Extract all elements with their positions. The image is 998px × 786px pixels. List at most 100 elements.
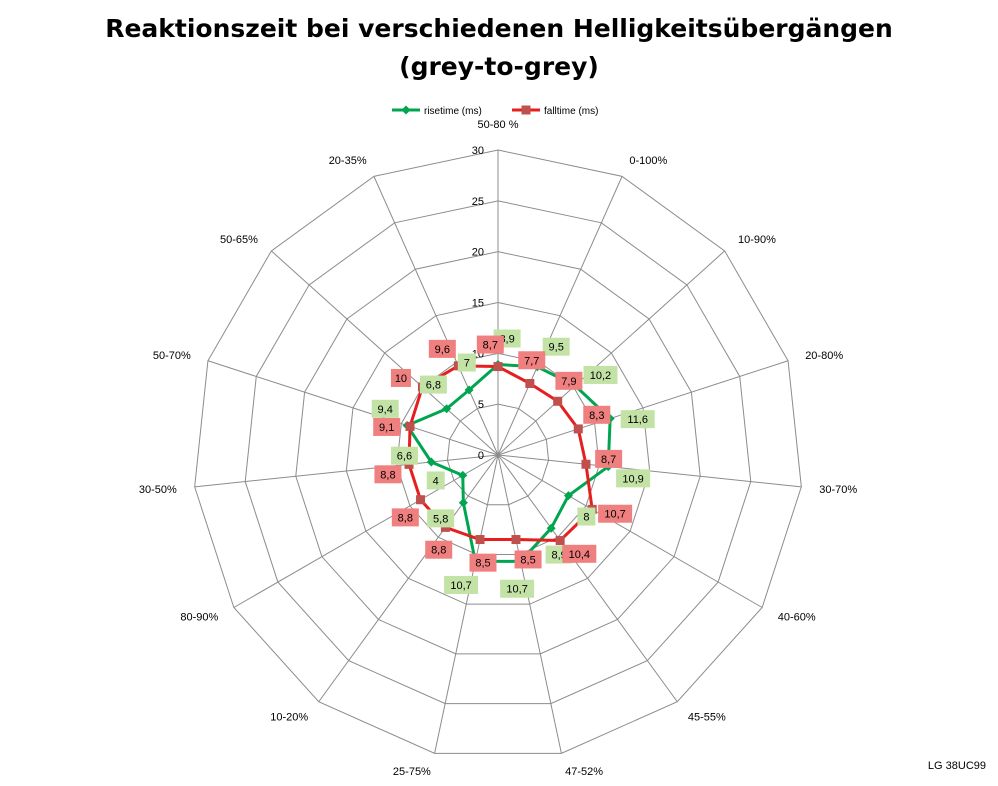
data-label-text: 10,2 bbox=[590, 370, 611, 382]
radial-tick-label: 20 bbox=[472, 247, 484, 259]
risetime-data-label: 10,9 bbox=[616, 469, 651, 488]
category-label: 80-90% bbox=[180, 612, 218, 624]
data-point bbox=[416, 495, 426, 505]
series-line bbox=[407, 364, 594, 543]
data-label-text: 7,7 bbox=[524, 355, 539, 367]
grid-spoke bbox=[373, 176, 499, 456]
falltime-data-label: 8,8 bbox=[391, 508, 419, 527]
data-label-text: 10,4 bbox=[569, 549, 590, 561]
category-label: 50-70% bbox=[153, 350, 191, 362]
data-label-text: 4 bbox=[433, 475, 439, 487]
falltime-data-label: 8,7 bbox=[476, 335, 504, 354]
grid-ring bbox=[194, 149, 802, 754]
data-label-text: 6,6 bbox=[397, 451, 412, 463]
falltime-data-label: 9,1 bbox=[373, 417, 401, 436]
grid-spoke bbox=[497, 454, 562, 754]
risetime-data-label: 11,6 bbox=[620, 410, 655, 429]
data-label-text: 8,8 bbox=[398, 512, 413, 524]
category-labels: 50-80 % 0-100% 10-90% 20-80% 30-70% 40-60% 45-… bbox=[139, 119, 858, 778]
data-label-text: 8 bbox=[583, 512, 589, 524]
data-label-text: 8,3 bbox=[589, 410, 604, 422]
data-point bbox=[573, 424, 583, 434]
grid-spoke bbox=[233, 454, 499, 608]
legend-label: falltime (ms) bbox=[544, 106, 598, 117]
data-point bbox=[458, 498, 468, 508]
grid-ring bbox=[345, 301, 651, 605]
falltime-data-label: 8,8 bbox=[374, 465, 402, 484]
data-label-text: 8,7 bbox=[483, 340, 498, 352]
data-point bbox=[405, 421, 415, 431]
data-labels: 8,99,510,211,610,988,910,710,75,846,69,4… bbox=[371, 329, 655, 598]
grid-spoke bbox=[194, 454, 499, 488]
data-label-text: 9,4 bbox=[378, 404, 393, 416]
data-point bbox=[426, 457, 436, 467]
grid-spoke bbox=[271, 250, 499, 456]
falltime-data-label: 7,9 bbox=[555, 371, 583, 390]
category-label: 10-20% bbox=[270, 711, 308, 723]
legend-label: risetime (ms) bbox=[424, 106, 482, 117]
falltime-data-label: 10,4 bbox=[562, 544, 597, 563]
category-label: 50-65% bbox=[220, 234, 258, 246]
risetime-data-label: 6,6 bbox=[390, 446, 418, 465]
category-label: 40-60% bbox=[778, 612, 816, 624]
risetime-data-label: 10,2 bbox=[583, 365, 618, 384]
data-label-text: 10 bbox=[395, 373, 407, 385]
data-point bbox=[546, 523, 556, 533]
grid-ring bbox=[244, 200, 752, 705]
category-label: 50-80 % bbox=[478, 119, 519, 131]
grid-spoke bbox=[434, 454, 499, 754]
falltime-data-label: 8,5 bbox=[469, 553, 497, 572]
data-point bbox=[555, 536, 565, 546]
radial-tick-label: 25 bbox=[472, 196, 484, 208]
data-label-text: 6,8 bbox=[426, 380, 441, 392]
falltime-data-label: 10 bbox=[390, 368, 411, 387]
chart-title-line-2: (grey-to-grey) bbox=[399, 52, 599, 81]
falltime-data-label: 8,8 bbox=[425, 540, 453, 559]
risetime-data-label: 7 bbox=[457, 353, 476, 372]
data-point bbox=[581, 459, 591, 469]
radar-grid bbox=[194, 149, 802, 754]
category-label: 30-70% bbox=[819, 484, 857, 496]
category-label: 30-50% bbox=[139, 484, 177, 496]
data-label-text: 10,7 bbox=[604, 509, 625, 521]
risetime-data-label: 9,4 bbox=[371, 399, 399, 418]
data-label-text: 8,8 bbox=[431, 545, 446, 557]
series-line bbox=[405, 363, 612, 563]
legend-marker bbox=[521, 105, 531, 115]
data-point bbox=[563, 491, 573, 501]
risetime-data-label: 4 bbox=[426, 471, 445, 490]
grid-spoke bbox=[318, 454, 499, 703]
data-label-text: 8,7 bbox=[601, 454, 616, 466]
data-label-text: 9,1 bbox=[379, 422, 394, 434]
category-label: 0-100% bbox=[629, 155, 667, 167]
falltime-data-label: 8,7 bbox=[595, 449, 623, 468]
falltime-data-label: 8,5 bbox=[514, 550, 542, 569]
data-label-text: 8,8 bbox=[380, 469, 395, 481]
risetime-data-label: 10,7 bbox=[444, 575, 479, 594]
grid-ring bbox=[295, 251, 701, 655]
grid-ring bbox=[446, 403, 550, 506]
data-label-text: 5,8 bbox=[433, 513, 448, 525]
radial-tick-label: 15 bbox=[472, 298, 484, 310]
chart-title-line-1: Reaktionszeit bei verschiedenen Helligke… bbox=[105, 14, 893, 43]
radial-tick-label: 5 bbox=[478, 399, 484, 411]
data-label-text: 7,9 bbox=[561, 376, 576, 388]
legend-marker bbox=[401, 105, 411, 115]
data-point bbox=[475, 535, 485, 545]
risetime-data-label: 8 bbox=[577, 507, 596, 526]
data-label-text: 9,5 bbox=[549, 342, 564, 354]
risetime-data-label: 10,7 bbox=[500, 579, 535, 598]
grid-spoke bbox=[207, 360, 499, 456]
data-label-text: 11,6 bbox=[627, 414, 648, 426]
falltime-data-label: 7,7 bbox=[518, 351, 546, 370]
falltime-data-label: 9,6 bbox=[428, 339, 456, 358]
data-point bbox=[493, 362, 503, 372]
category-label: 20-80% bbox=[805, 350, 843, 362]
radial-tick-label: 0 bbox=[478, 450, 484, 462]
risetime-data-label: 6,8 bbox=[419, 375, 447, 394]
data-point bbox=[464, 385, 474, 395]
data-point bbox=[458, 470, 468, 480]
risetime-data-label: 9,5 bbox=[542, 337, 570, 356]
